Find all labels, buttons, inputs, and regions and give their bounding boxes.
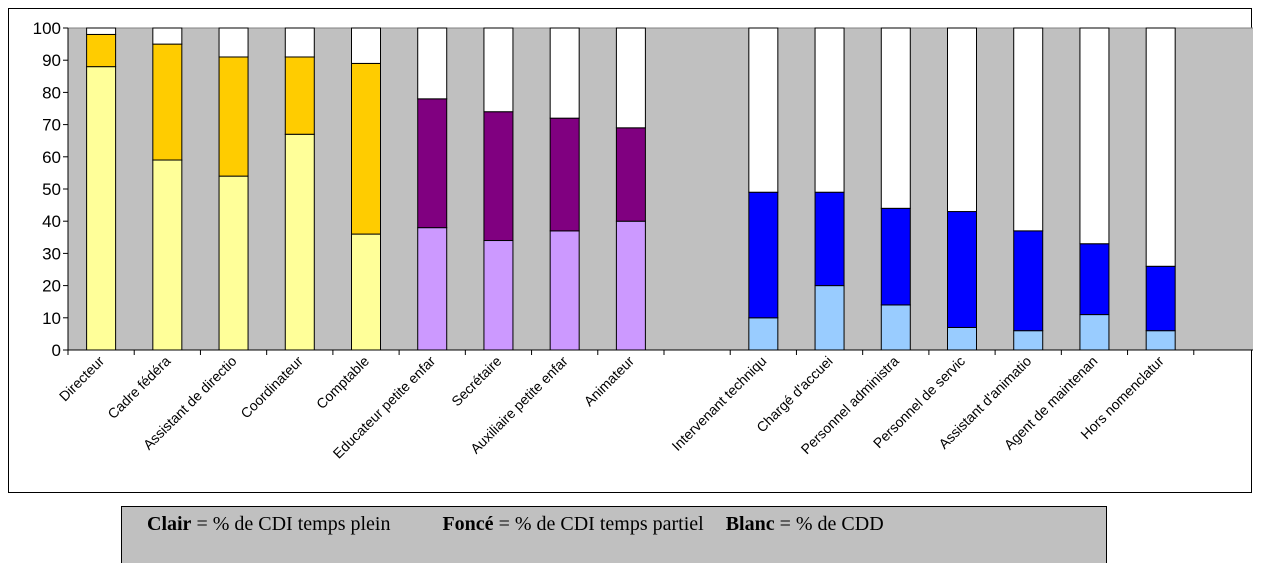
bar-segment-blanc xyxy=(152,27,183,45)
bar-segment-blanc xyxy=(1013,27,1044,232)
bar-segment-blanc xyxy=(549,27,580,119)
y-tick-label: 100 xyxy=(33,19,61,38)
bar-segment-clair xyxy=(947,326,977,351)
bar-segment-fonce xyxy=(880,207,911,306)
chart-frame: 0 10 20 30 40 50 60 70 80 90 100 Directeur Cadre féd… xyxy=(8,8,1253,493)
bar-segment-fonce xyxy=(1079,243,1110,316)
legend-clair-desc: = % de CDI temps plein xyxy=(191,513,391,535)
x-category-label: Secrétaire xyxy=(448,353,505,410)
y-tick-label: 30 xyxy=(42,244,61,263)
bar-segment-blanc xyxy=(615,27,646,129)
legend-blanc-desc: = % de CDD xyxy=(774,513,884,535)
bar-segment-blanc xyxy=(351,27,381,64)
y-tick-label: 40 xyxy=(42,212,61,231)
bar-segment-fonce xyxy=(86,33,117,68)
bar-segment-clair xyxy=(814,285,845,351)
legend-fonce-term: Foncé xyxy=(442,513,494,535)
x-category-label: Animateur xyxy=(581,353,638,410)
bar-segment-clair xyxy=(152,159,183,351)
bar-segment-blanc xyxy=(417,27,448,100)
y-tick-label: 20 xyxy=(42,277,61,296)
bar-segment-fonce xyxy=(1013,230,1044,332)
bar-segment-clair xyxy=(1145,330,1176,351)
bar-segment-clair xyxy=(417,227,448,351)
legend-item-clair: Clair = % de CDI temps plein xyxy=(147,507,390,541)
bar-segment-fonce xyxy=(814,191,845,287)
x-category-label: Comptable xyxy=(313,353,372,412)
bar-segment-blanc xyxy=(748,27,779,193)
bar-segment-fonce xyxy=(417,98,448,229)
bar-segment-fonce xyxy=(1145,265,1176,332)
bar-segment-fonce xyxy=(152,43,183,161)
legend-blanc-term: Blanc xyxy=(725,513,775,535)
legend-box: Clair = % de CDI temps plein Foncé = % de… xyxy=(121,506,1107,563)
bar-segment-clair xyxy=(880,304,911,351)
x-category-label: Coordinateur xyxy=(237,353,306,422)
bar-segment-blanc xyxy=(1145,27,1176,267)
bar-segment-clair xyxy=(748,317,779,351)
bar-segment-blanc xyxy=(1079,27,1110,245)
bar-segment-clair xyxy=(483,240,514,351)
bar-segment-fonce xyxy=(284,56,315,135)
bar-segment-clair xyxy=(351,233,381,351)
legend-item-fonce: Foncé = % de CDI temps partiel xyxy=(442,507,703,541)
bar-segment-clair xyxy=(615,220,646,351)
bar-segment-fonce xyxy=(748,191,779,319)
bar-segment-blanc xyxy=(814,27,845,193)
bar-segment-clair xyxy=(1013,330,1044,351)
bar-segment-blanc xyxy=(947,27,977,213)
bar-segment-fonce xyxy=(483,111,514,242)
bar-segment-clair xyxy=(549,230,580,351)
legend-fonce-desc: = % de CDI temps partiel xyxy=(493,513,704,535)
x-category-label: Cadre fédéra xyxy=(104,353,173,422)
bar-segment-fonce xyxy=(615,127,646,222)
bar-segment-blanc xyxy=(86,27,117,35)
bar-segment-fonce xyxy=(549,117,580,232)
legend-item-blanc: Blanc = % de CDD xyxy=(726,507,884,541)
bar-segment-clair xyxy=(284,133,315,351)
y-tick-label: 90 xyxy=(42,51,61,70)
bar-segment-fonce xyxy=(218,56,249,177)
plot-area xyxy=(67,27,1253,351)
bar-segment-blanc xyxy=(284,27,315,58)
legend-clair-term: Clair xyxy=(147,513,192,535)
bar-segment-fonce xyxy=(947,211,977,328)
y-tick-label: 70 xyxy=(42,116,61,135)
y-tick-label: 50 xyxy=(42,180,61,199)
bar-segment-clair xyxy=(218,175,249,351)
bar-segment-clair xyxy=(86,66,117,351)
bar-segment-clair xyxy=(1079,314,1110,351)
y-tick-label: 0 xyxy=(52,341,61,360)
bar-segment-blanc xyxy=(218,27,249,58)
y-tick-label: 60 xyxy=(42,148,61,167)
bar-segment-blanc xyxy=(880,27,911,209)
y-tick-label: 80 xyxy=(42,83,61,102)
x-category-label: Intervenant techniqu xyxy=(668,353,769,454)
x-category-label: Directeur xyxy=(56,353,108,405)
bar-segment-blanc xyxy=(483,27,514,113)
bar-segment-fonce xyxy=(351,62,381,235)
y-tick-label: 10 xyxy=(42,309,61,328)
